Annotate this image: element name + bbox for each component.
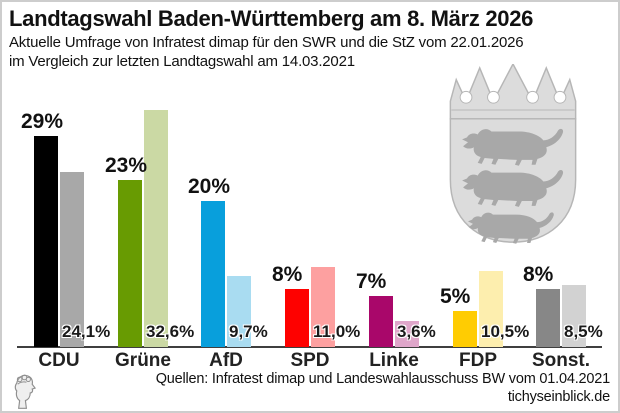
previous-value-label-AfD: 9,7% — [229, 322, 268, 341]
subtitle-line-2: im Vergleich zur letzten Landtagswahl am… — [9, 53, 355, 70]
crown — [449, 64, 577, 120]
bar-previous-Linke — [395, 321, 419, 347]
bar-previous-Sonst. — [562, 285, 586, 347]
bar-poll-AfD — [201, 201, 225, 347]
bar-poll-FDP — [453, 311, 477, 347]
bar-previous-SPD — [311, 267, 335, 347]
previous-value-label-CDU: 24,1% — [62, 322, 111, 341]
category-label-FDP: FDP — [459, 350, 497, 371]
baden-wuerttemberg-coat-of-arms-icon — [449, 64, 577, 244]
poll-value-label-Linke: 7% — [356, 270, 387, 293]
bar-poll-Grüne — [118, 180, 142, 347]
previous-value-label-Sonst.: 8,5% — [564, 322, 603, 341]
bar-poll-SPD — [285, 289, 309, 347]
bar-poll-Linke — [369, 296, 393, 347]
category-label-CDU: CDU — [38, 350, 80, 371]
previous-value-label-FDP: 10,5% — [481, 322, 530, 341]
x-axis — [17, 346, 602, 348]
poll-value-label-Grüne: 23% — [105, 154, 148, 177]
category-label-Linke: Linke — [369, 350, 419, 371]
subtitle: Aktuelle Umfrage von Infratest dimap für… — [9, 33, 524, 71]
poll-value-label-CDU: 29% — [21, 110, 64, 133]
category-label-SPD: SPD — [290, 350, 330, 371]
bar-previous-FDP — [479, 271, 503, 347]
source-line: Quellen: Infratest dimap und Landeswahla… — [155, 371, 611, 387]
category-label-Sonst.: Sonst. — [531, 350, 591, 371]
bar-previous-CDU — [60, 172, 84, 347]
source-note: Quellen: Infratest dimap und Landeswahla… — [155, 370, 611, 406]
category-label-AfD: AfD — [209, 350, 243, 371]
tichys-einblick-head-logo-icon — [14, 374, 37, 409]
previous-value-label-Grüne: 32,6% — [146, 322, 195, 341]
poll-value-label-Sonst.: 8% — [523, 263, 554, 286]
bar-previous-Grüne — [144, 110, 168, 347]
bar-previous-AfD — [227, 276, 251, 347]
previous-value-label-Linke: 3,6% — [397, 322, 436, 341]
bar-poll-CDU — [34, 136, 58, 347]
poll-value-label-FDP: 5% — [440, 285, 471, 308]
previous-value-label-SPD: 11,0% — [313, 322, 361, 341]
poll-value-label-SPD: 8% — [272, 263, 303, 286]
category-label-Grüne: Grüne — [115, 350, 171, 371]
page-title: Landtagswahl Baden-Württemberg am 8. Mär… — [9, 6, 534, 31]
website: tichyseinblick.de — [507, 389, 610, 405]
subtitle-line-1: Aktuelle Umfrage von Infratest dimap für… — [9, 34, 524, 51]
bar-poll-Sonst. — [536, 289, 560, 347]
poll-value-label-AfD: 20% — [188, 175, 231, 198]
